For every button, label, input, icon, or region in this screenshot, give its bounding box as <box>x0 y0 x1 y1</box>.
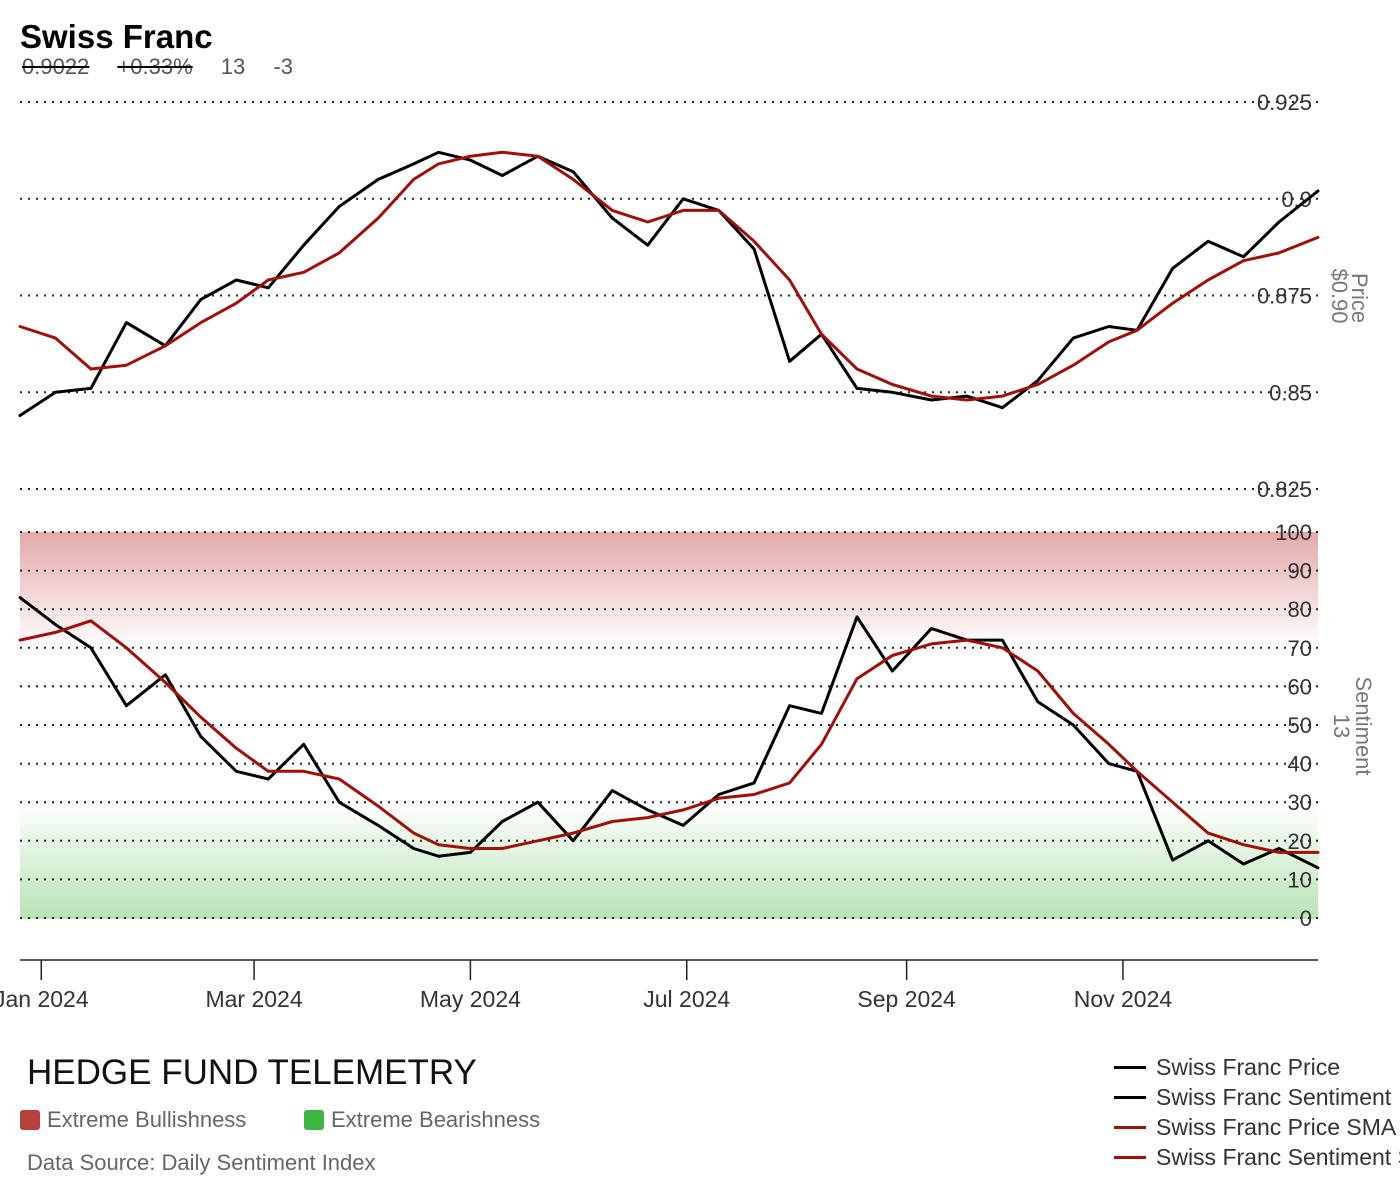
sentiment-tick-label: 60 <box>1288 674 1312 699</box>
sentiment-tick-label: 50 <box>1288 713 1312 738</box>
sentiment-tick-label: 30 <box>1288 790 1312 815</box>
legend-item-sentiment[interactable]: Swiss Franc Sentiment <box>1114 1082 1400 1112</box>
price-tick-label: 0.875 <box>1257 284 1312 309</box>
x-tick-label: Jan 2024 <box>0 986 89 1012</box>
bearish-zone <box>20 803 1318 919</box>
sentiment-line <box>18 596 1320 870</box>
legend-label: Swiss Franc Price <box>1156 1053 1341 1080</box>
price-axis-value: $0.90 <box>1327 268 1352 323</box>
sentiment-tick-label: 70 <box>1288 636 1312 661</box>
sentiment-tick-label: 80 <box>1288 597 1312 622</box>
legend-item-price[interactable]: Swiss Franc Price <box>1114 1052 1400 1082</box>
x-tick-label: Sep 2024 <box>857 986 956 1012</box>
brand-name: HEDGE FUND TELEMETRY <box>27 1053 477 1092</box>
current-sentiment: 13 <box>220 54 246 79</box>
zone-key-bearish: Extreme Bearishness <box>304 1107 540 1133</box>
sentiment-tick-label: 40 <box>1288 752 1312 777</box>
legend-line <box>1114 1095 1146 1099</box>
price-sma-line <box>18 150 1320 402</box>
price-tick-label: 0.85 <box>1269 380 1312 405</box>
current-price: 0.9022 <box>22 54 90 79</box>
sentiment-sma-line <box>18 619 1320 854</box>
price-change: +0.33% <box>117 54 193 79</box>
sentiment-change: -3 <box>273 54 293 79</box>
sentiment-tick-label: 20 <box>1288 829 1312 854</box>
x-tick-label: Nov 2024 <box>1074 986 1173 1012</box>
zone-key-bullish-label: Extreme Bullishness <box>47 1107 247 1132</box>
legend-label: Swiss Franc Sentiment SMA <box>1156 1143 1400 1170</box>
sentiment-tick-label: 0 <box>1300 906 1312 931</box>
price-sentiment-chart: 0.9250.90.8750.850.825100908070605040302… <box>0 90 1376 1012</box>
price-tick-label: 0.825 <box>1257 477 1312 502</box>
legend-line <box>1114 1065 1146 1069</box>
data-source: Data Source: Daily Sentiment Index <box>27 1150 376 1175</box>
legend-line <box>1114 1125 1146 1129</box>
legend-line <box>1114 1155 1146 1159</box>
sentiment-axis-title: Sentiment <box>1351 676 1376 775</box>
header-stats: 0.9022 +0.33% 13 -3 <box>22 54 315 80</box>
legend-item-price-sma[interactable]: Swiss Franc Price SMA <box>1114 1112 1400 1142</box>
sentiment-axis-value: 13 <box>1329 714 1354 738</box>
zone-key-bullish: Extreme Bullishness <box>20 1107 246 1133</box>
bearish-swatch <box>304 1110 324 1130</box>
sentiment-tick-label: 90 <box>1288 559 1312 584</box>
x-tick-label: Jul 2024 <box>643 986 730 1012</box>
price-line <box>18 150 1320 417</box>
chart-title: Swiss Franc <box>20 18 213 55</box>
zone-key-bearish-label: Extreme Bearishness <box>331 1107 541 1132</box>
price-tick-label: 0.925 <box>1257 90 1312 115</box>
legend: Swiss Franc Price Swiss Franc Sentiment … <box>1114 1052 1400 1172</box>
legend-item-sentiment-sma[interactable]: Swiss Franc Sentiment SMA <box>1114 1142 1400 1172</box>
x-tick-label: Mar 2024 <box>205 986 302 1012</box>
price-axis-title: Price <box>1347 273 1372 323</box>
sentiment-tick-label: 100 <box>1275 520 1312 545</box>
sentiment-tick-label: 10 <box>1288 867 1312 892</box>
legend-label: Swiss Franc Sentiment <box>1156 1083 1392 1110</box>
bullish-zone <box>20 532 1318 648</box>
x-tick-label: May 2024 <box>420 986 521 1012</box>
legend-label: Swiss Franc Price SMA <box>1156 1113 1397 1140</box>
bullish-swatch <box>20 1110 40 1130</box>
